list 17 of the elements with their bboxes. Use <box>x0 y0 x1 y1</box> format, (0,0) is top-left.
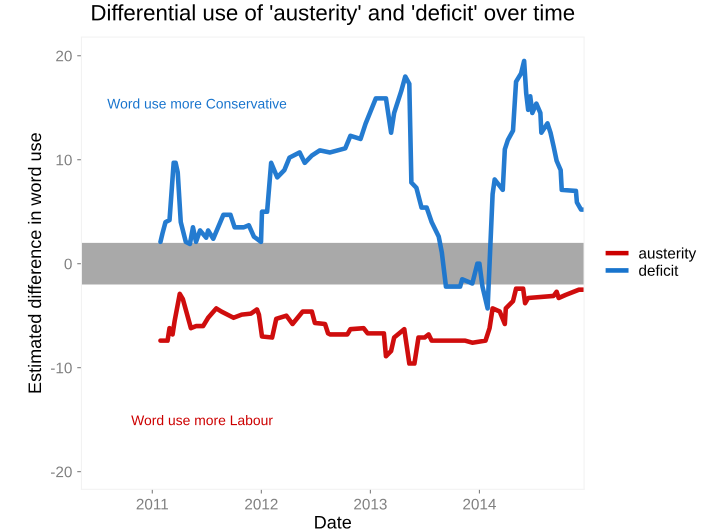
x-tick-label: 2014 <box>463 498 496 510</box>
annotation: Word use more Conservative <box>107 98 286 109</box>
y-tick-label: 0 <box>64 258 72 270</box>
x-tick-label: 2013 <box>354 498 387 510</box>
y-tick-label: -20 <box>50 466 72 478</box>
x-tick-label: 2012 <box>245 498 278 510</box>
line-series <box>158 286 584 366</box>
y-tick-label: 20 <box>56 50 72 62</box>
y-tick-label: 10 <box>56 154 72 166</box>
x-tick-label: 2011 <box>136 498 168 510</box>
x-axis-title: Date <box>315 516 352 529</box>
y-tick-label: -10 <box>50 362 72 374</box>
annotation: Word use more Labour <box>131 415 273 426</box>
chart-title: Differential use of 'austerity' and 'deficit' over time <box>92 4 574 25</box>
y-axis-title: Estimated difference in word use <box>28 133 42 392</box>
legend-label: austerity <box>639 247 696 262</box>
legend-label: deficit <box>639 264 678 276</box>
